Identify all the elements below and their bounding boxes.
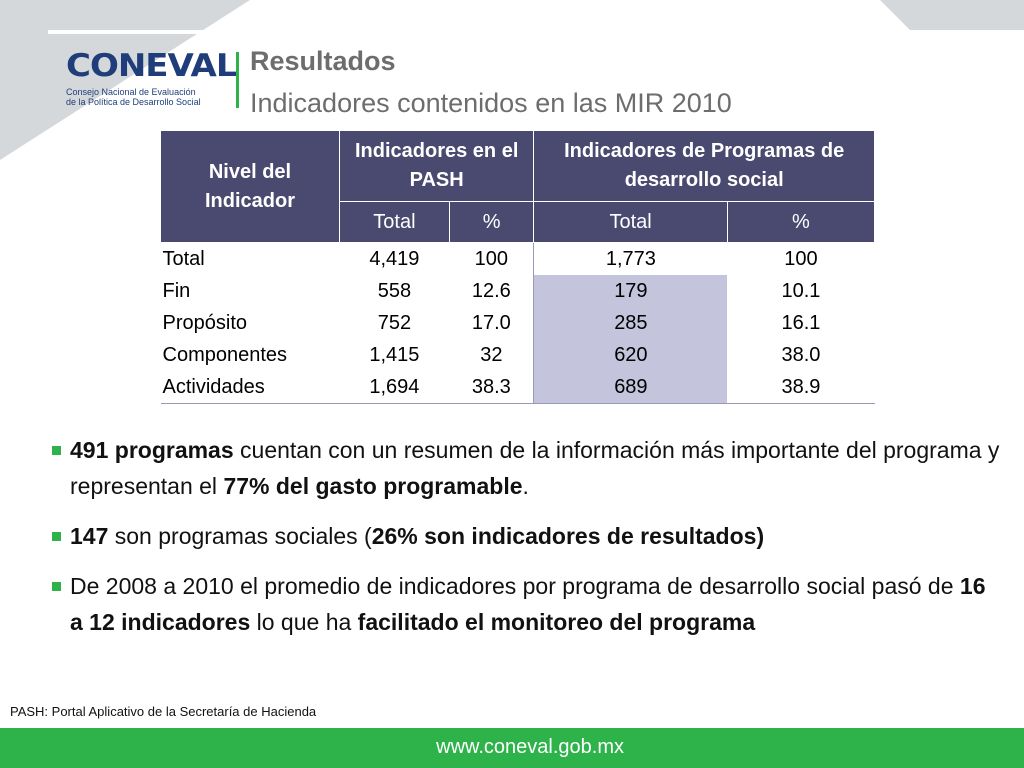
- website-link[interactable]: www.coneval.gob.mx: [436, 736, 624, 758]
- cell-pash-total: 4,419: [369, 247, 420, 270]
- finding-bullet-1: 491 programas cuentan con un resumen de …: [50, 432, 1000, 504]
- cell-ds-total: 620: [533, 339, 728, 371]
- logo-tagline-1: Consejo Nacional de Evaluación: [66, 87, 196, 97]
- cell-ds-pct: 100: [784, 247, 818, 270]
- slide-subtitle: Indicadores contenidos en las MIR 2010: [250, 88, 732, 118]
- cell-ds-total: 285: [533, 307, 728, 339]
- table-row: Total 4,419 100 1,773 100: [161, 242, 875, 275]
- square-bullet-icon: [52, 446, 61, 455]
- cell-pash-total: 1,694: [339, 371, 450, 404]
- findings-list: 491 programas cuentan con un resumen de …: [50, 432, 1000, 640]
- row-label: Actividades: [160, 371, 340, 404]
- header-nivel: Nivel del Indicador: [160, 130, 340, 243]
- cell-pash-pct: 38.3: [449, 371, 534, 404]
- header-programas: Indicadores de Programas de desarrollo s…: [533, 130, 875, 202]
- coneval-logo: CONEVAL Consejo Nacional de Evaluación d…: [66, 50, 238, 112]
- logo-wordmark: CONEVAL: [66, 47, 238, 85]
- finding-bullet-2: 147 son programas sociales (26% son indi…: [50, 518, 1000, 554]
- row-label: Fin: [162, 279, 191, 302]
- cell-ds-pct: 38.0: [781, 343, 821, 366]
- logo-tagline-2: de la Política de Desarrollo Social: [66, 97, 201, 107]
- cell-pash-pct: 12.6: [471, 279, 511, 302]
- header-pash-total: Total: [339, 201, 450, 243]
- indicators-table: Nivel del Indicador Indicadores en el PA…: [160, 130, 876, 404]
- cell-pash-total: 1,415: [369, 343, 420, 366]
- cell-pash-pct: 17.0: [471, 311, 511, 334]
- header-pash: Indicadores en el PASH: [338, 130, 535, 202]
- table-row: Fin 558 12.6 179 10.1: [161, 275, 875, 307]
- row-label: Propósito: [162, 311, 248, 334]
- header-ds-pct: %: [726, 201, 876, 243]
- cell-pash-pct: 32: [480, 343, 503, 366]
- footer-bar: www.coneval.gob.mx: [0, 728, 1024, 768]
- cell-ds-pct: 16.1: [781, 311, 821, 334]
- square-bullet-icon: [52, 532, 61, 541]
- row-label: Total: [162, 247, 205, 270]
- slide-title: Resultados: [250, 46, 396, 76]
- finding-bullet-3: De 2008 a 2010 el promedio de indicadore…: [50, 568, 1000, 640]
- header-ds-total: Total: [533, 201, 728, 243]
- table-row: Componentes 1,415 32 620 38.0: [161, 339, 875, 371]
- cell-pash-pct: 100: [474, 247, 509, 270]
- logo-divider: [236, 52, 239, 108]
- row-label: Componentes: [162, 343, 288, 366]
- square-bullet-icon: [52, 582, 61, 591]
- cell-ds-pct: 38.9: [727, 371, 875, 404]
- table-row: Propósito 752 17.0 285 16.1: [161, 307, 875, 339]
- cell-pash-total: 752: [377, 311, 412, 334]
- footnote: PASH: Portal Aplicativo de la Secretaría…: [10, 704, 317, 719]
- cell-ds-total: 179: [533, 275, 728, 307]
- cell-ds-total: 1,773: [533, 242, 728, 275]
- cell-pash-total: 558: [377, 279, 412, 302]
- table-row: Actividades 1,694 38.3 689 38.9: [160, 371, 875, 404]
- header-pash-pct: %: [448, 201, 535, 243]
- cell-ds-pct: 10.1: [781, 279, 821, 302]
- cell-ds-total: 689: [533, 371, 728, 404]
